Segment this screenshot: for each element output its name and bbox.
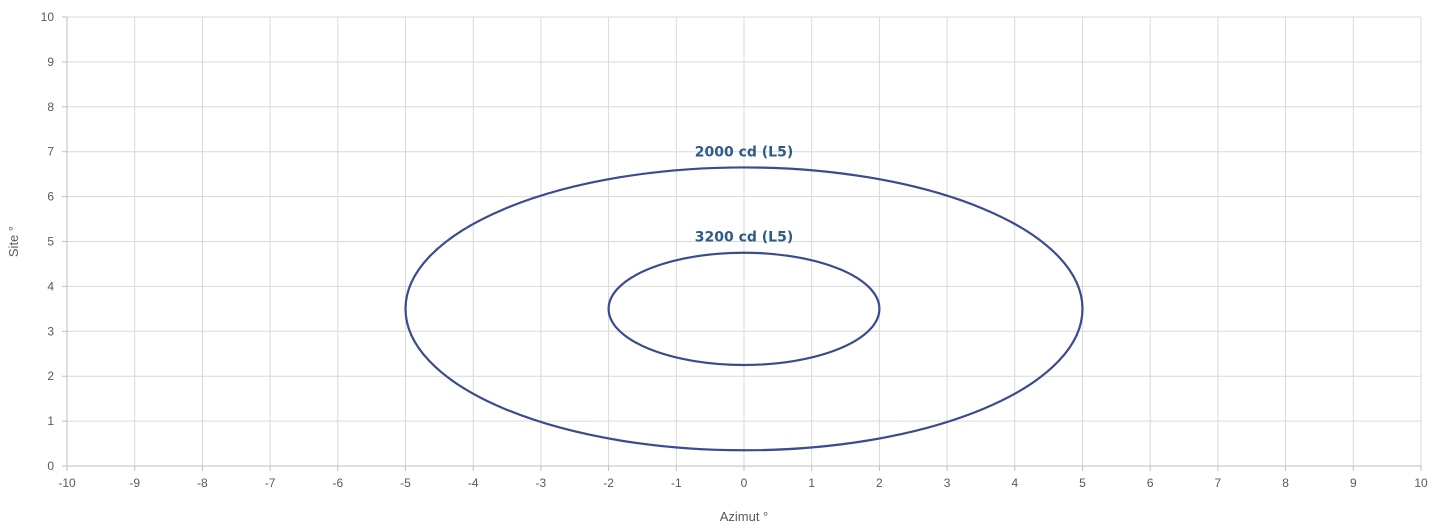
x-tick-label: -8	[197, 476, 208, 490]
y-tick-label: 8	[47, 100, 54, 114]
y-tick-label: 3	[47, 324, 54, 338]
x-tick-label: 7	[1215, 476, 1222, 490]
y-tick-label: 10	[41, 10, 55, 24]
y-tick-label: 7	[47, 145, 54, 159]
x-tick-label: -10	[58, 476, 76, 490]
x-tick-labels: -10 -9 -8 -7 -6 -5 -4 -3 -2 -1 0 1 2 3 4 5 6 7 8 9 10	[58, 476, 1428, 490]
y-tick-label: 2	[47, 369, 54, 383]
x-tick-label: -1	[671, 476, 682, 490]
y-tick-labels: 0 1 2 3 4 5 6 7 8 9 10	[41, 10, 55, 473]
contours: 2000 cd (L5) 3200 cd (L5)	[404, 144, 1084, 452]
axes	[62, 16, 1422, 471]
y-axis-title: Site °	[6, 226, 21, 257]
x-tick-label: -9	[129, 476, 140, 490]
x-tick-label: 8	[1282, 476, 1289, 490]
x-tick-label: 0	[741, 476, 748, 490]
contour-ellipse	[607, 251, 881, 367]
y-tick-label: 6	[47, 190, 54, 204]
contour-label: 3200 cd (L5)	[695, 230, 794, 246]
x-tick-label: 6	[1147, 476, 1154, 490]
y-tick-label: 5	[47, 235, 54, 249]
x-tick-label: 1	[808, 476, 815, 490]
x-tick-label: 4	[1011, 476, 1018, 490]
x-tick-label: -4	[468, 476, 479, 490]
x-tick-label: -7	[265, 476, 276, 490]
x-tick-label: 2	[876, 476, 883, 490]
x-tick-label: -3	[536, 476, 547, 490]
x-axis-title: Azimut °	[720, 509, 769, 524]
x-tick-label: 5	[1079, 476, 1086, 490]
contour-ellipse	[404, 166, 1084, 452]
x-tick-label: 10	[1414, 476, 1428, 490]
x-tick-label: 9	[1350, 476, 1357, 490]
contour-label: 2000 cd (L5)	[695, 144, 794, 160]
x-tick-label: -6	[332, 476, 343, 490]
y-tick-label: 4	[47, 279, 54, 293]
x-tick-label: -5	[400, 476, 411, 490]
y-tick-label: 9	[47, 55, 54, 69]
y-tick-label: 0	[47, 459, 54, 473]
grid	[66, 16, 1422, 466]
x-tick-label: -2	[603, 476, 614, 490]
x-tick-label: 3	[944, 476, 951, 490]
y-tick-label: 1	[47, 414, 54, 428]
